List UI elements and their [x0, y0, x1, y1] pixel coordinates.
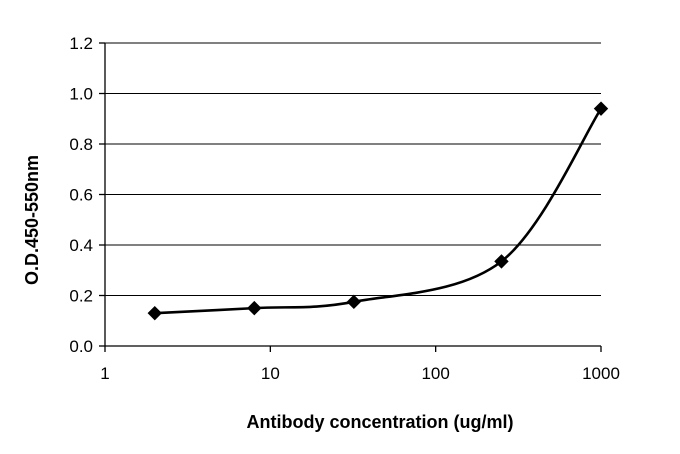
y-tick-labels: 0.0 0.2 0.4 0.6 0.8 1.0 1.2: [69, 34, 93, 356]
y-tick-label-6: 1.2: [69, 34, 93, 53]
axes: [99, 42, 602, 352]
y-tick-label-1: 0.2: [69, 287, 93, 306]
y-tick-label-3: 0.6: [69, 186, 93, 205]
x-tick-label-2: 100: [421, 364, 449, 383]
y-tick-label-5: 1.0: [69, 85, 93, 104]
y-tick-label-4: 0.8: [69, 135, 93, 154]
x-tick-label-0: 1: [100, 364, 109, 383]
series-line: [154, 107, 603, 315]
y-tick-label-0: 0.0: [69, 337, 93, 356]
data-point-1: [247, 300, 262, 316]
data-point-0: [147, 305, 162, 321]
data-point-2: [346, 294, 362, 310]
y-tick-label-2: 0.4: [69, 236, 93, 255]
x-axis-title: Antibody concentration (ug/ml): [247, 412, 514, 432]
series-line-layer: [154, 107, 603, 315]
data-point-4: [593, 101, 609, 116]
data-point-3: [494, 254, 509, 269]
y-axis-title: O.D.450-550nm: [22, 155, 42, 285]
x-tick-labels: 1 10 100 1000: [100, 364, 620, 383]
grid-lines: [105, 42, 601, 296]
x-tick-label-3: 1000: [582, 364, 620, 383]
x-tick-label-1: 10: [261, 364, 280, 383]
data-points: [147, 101, 609, 321]
